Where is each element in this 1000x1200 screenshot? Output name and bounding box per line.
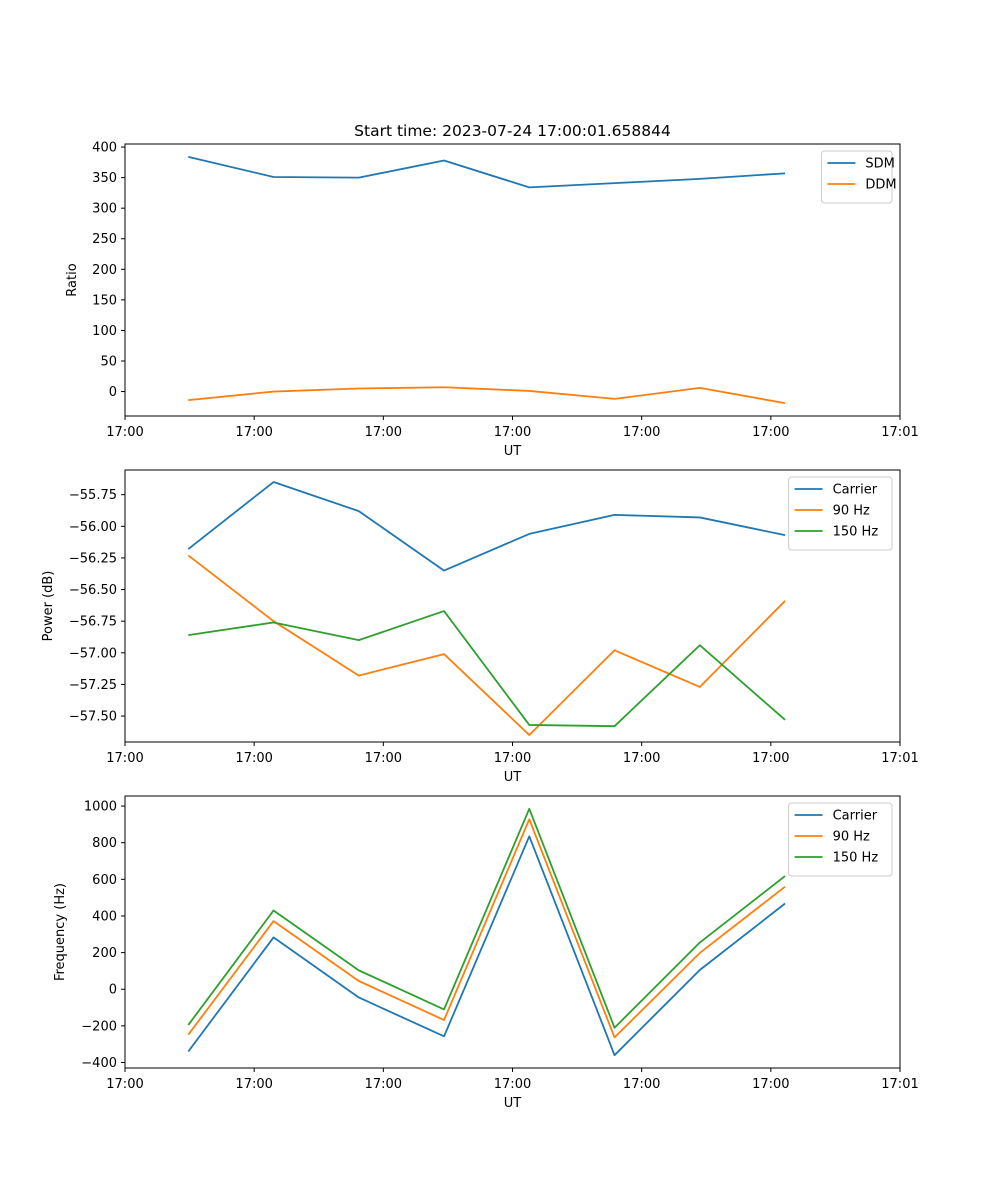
y-tick-label: −56.75: [69, 615, 117, 630]
x-axis-label: UT: [504, 444, 522, 459]
y-tick-label: 800: [92, 836, 117, 851]
x-tick-label: 17:01: [881, 751, 918, 766]
legend-label: DDM: [865, 178, 896, 193]
frequency-subplot: 17:00 17:00 17:00 17:00 17:00 17:00 17:01 −400 −…: [53, 795, 919, 1111]
y-tick-label: −57.00: [69, 646, 117, 661]
legend: SDM DDM: [820, 150, 897, 204]
series-line-90-hz: [187, 818, 786, 1039]
legend: Carrier 90 Hz 150 Hz: [788, 476, 893, 551]
series-line-sdm: [188, 155, 786, 189]
y-tick-label: 300: [92, 202, 117, 217]
legend-label: SDM: [865, 157, 894, 172]
y-tick-label: 0: [109, 983, 117, 998]
x-tick-label: 17:01: [881, 1077, 918, 1092]
axes-frame: [124, 143, 901, 417]
y-axis-label: Ratio: [65, 263, 80, 296]
x-tick-label: 17:00: [235, 425, 272, 440]
y-axis-label: Power (dB): [41, 571, 56, 642]
y-tick-label: 0: [109, 385, 117, 400]
x-tick-label: 17:00: [106, 751, 143, 766]
x-tick-label: 17:00: [494, 751, 531, 766]
x-tick-label: 17:01: [881, 425, 918, 440]
y-tick-label: 50: [100, 354, 117, 369]
x-tick-label: 17:00: [106, 1077, 143, 1092]
x-axis-label: UT: [504, 1096, 522, 1111]
x-tick-label: 17:00: [365, 425, 402, 440]
figure-title: Start time: 2023-07-24 17:00:01.658844: [354, 122, 671, 140]
y-tick-label: 400: [92, 909, 117, 924]
x-tick-label: 17:00: [235, 1077, 272, 1092]
x-tick-label: 17:00: [365, 751, 402, 766]
x-tick-label: 17:00: [623, 425, 660, 440]
y-tick-label: 200: [92, 946, 117, 961]
y-axis-label: Frequency (Hz): [53, 883, 68, 981]
x-tick-label: 17:00: [623, 1077, 660, 1092]
x-tick-label: 17:00: [752, 1077, 789, 1092]
legend-label: Carrier: [833, 483, 878, 498]
y-tick-label: 600: [92, 873, 117, 888]
y-tick-label: −56.25: [69, 551, 117, 566]
legend-label: 90 Hz: [833, 830, 870, 845]
x-tick-label: 17:00: [752, 751, 789, 766]
legend: Carrier 90 Hz 150 Hz: [788, 802, 893, 877]
y-tick-label: 1000: [84, 800, 117, 815]
y-tick-label: 100: [92, 324, 117, 339]
axes-frame: [124, 795, 901, 1069]
legend-box: [820, 150, 893, 204]
series-line-150-hz: [187, 807, 786, 1029]
y-tick-label: −57.25: [69, 678, 117, 693]
series-line-150-hz: [188, 610, 786, 728]
y-tick-label: −56.50: [69, 583, 117, 598]
y-tick-label: −57.50: [69, 710, 117, 725]
series-line-ddm: [188, 386, 786, 405]
x-tick-label: 17:00: [494, 425, 531, 440]
legend-label: 150 Hz: [833, 525, 879, 540]
series-line-90-hz: [187, 554, 786, 736]
y-tick-label: −200: [81, 1019, 117, 1034]
x-tick-label: 17:00: [106, 425, 143, 440]
x-tick-label: 17:00: [235, 751, 272, 766]
y-tick-label: 400: [92, 141, 117, 156]
x-tick-label: 17:00: [623, 751, 660, 766]
series-line-carrier: [187, 481, 786, 572]
x-axis-label: UT: [504, 770, 522, 785]
y-tick-label: 250: [92, 232, 117, 247]
legend-label: 90 Hz: [833, 504, 870, 519]
y-tick-label: −55.75: [69, 488, 117, 503]
power-subplot: 17:00 17:00 17:00 17:00 17:00 17:00 17:01 −57.5…: [41, 469, 919, 785]
y-tick-label: −56.00: [69, 520, 117, 535]
series-line-carrier: [187, 835, 786, 1057]
y-tick-label: −400: [81, 1056, 117, 1071]
x-tick-label: 17:00: [752, 425, 789, 440]
x-tick-label: 17:00: [365, 1077, 402, 1092]
x-tick-label: 17:00: [494, 1077, 531, 1092]
legend-label: 150 Hz: [833, 851, 879, 866]
y-tick-label: 200: [92, 263, 117, 278]
legend-label: Carrier: [833, 809, 878, 824]
y-tick-label: 350: [92, 171, 117, 186]
y-tick-label: 150: [92, 293, 117, 308]
ratio-subplot: 17:00 17:00 17:00 17:00 17:00 17:00 17:01 0 50 10…: [65, 141, 919, 459]
